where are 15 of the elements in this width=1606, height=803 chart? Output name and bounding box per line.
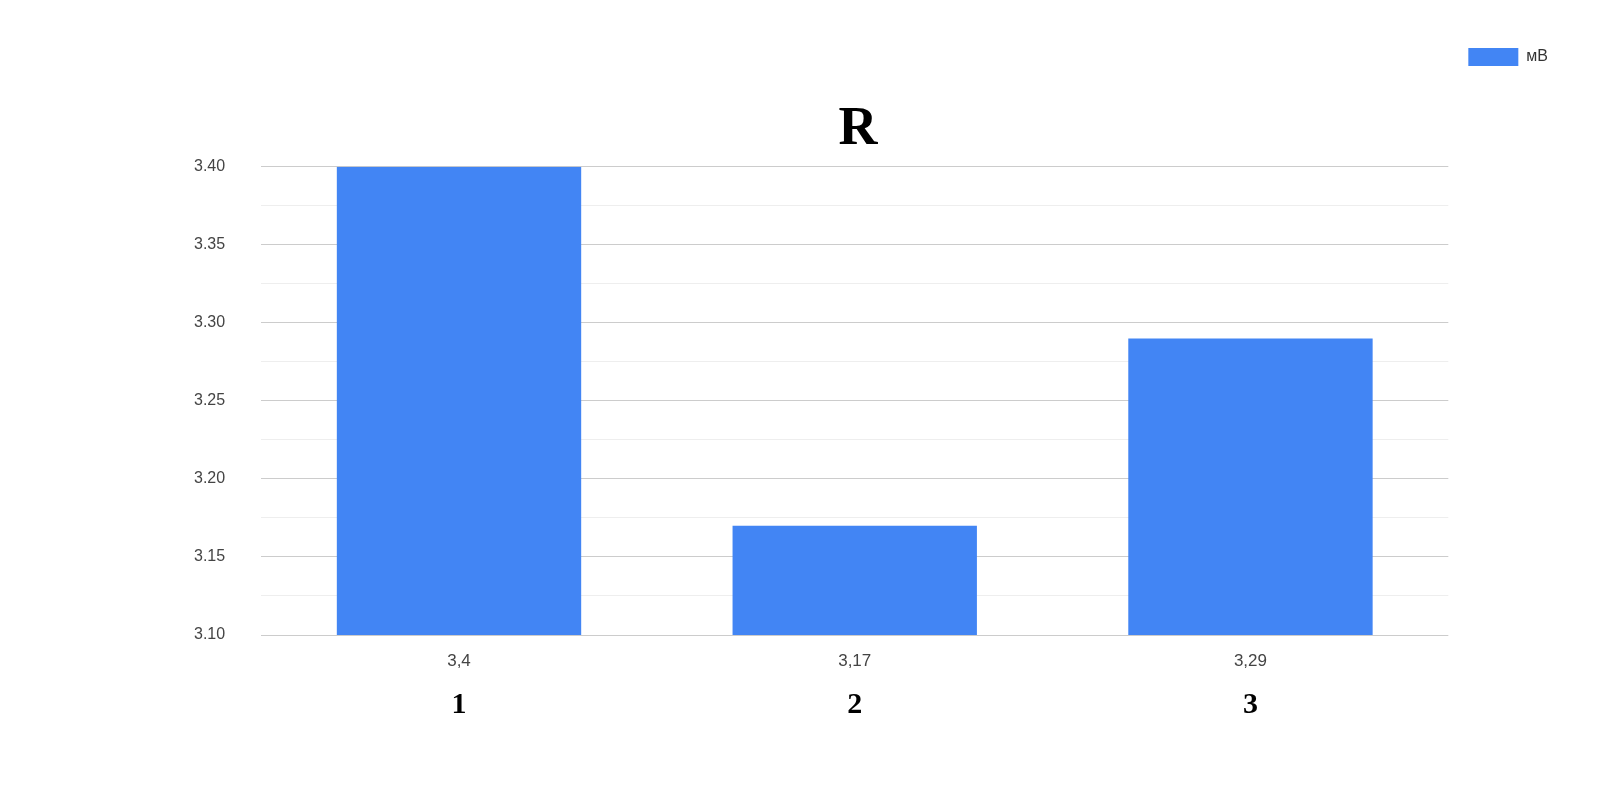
x-tick-label: 3	[1242, 685, 1258, 719]
y-tick-label: 3.25	[194, 391, 226, 409]
y-tick-label: 3.10	[194, 625, 226, 643]
data-label: 3,4	[447, 651, 471, 671]
y-tick-label: 3.15	[194, 547, 226, 565]
data-label: 3,29	[1233, 651, 1268, 671]
legend-label: мВ	[1526, 47, 1548, 65]
y-tick-label: 3.30	[194, 313, 226, 331]
x-tick-label: 1	[451, 685, 467, 719]
y-tick-label: 3.20	[194, 469, 226, 487]
y-tick-label: 3.40	[194, 157, 226, 175]
chart-title: R	[838, 96, 879, 157]
data-label: 3,17	[838, 651, 872, 671]
x-tick-label: 2	[847, 685, 863, 719]
y-tick-label: 3.35	[194, 235, 226, 253]
